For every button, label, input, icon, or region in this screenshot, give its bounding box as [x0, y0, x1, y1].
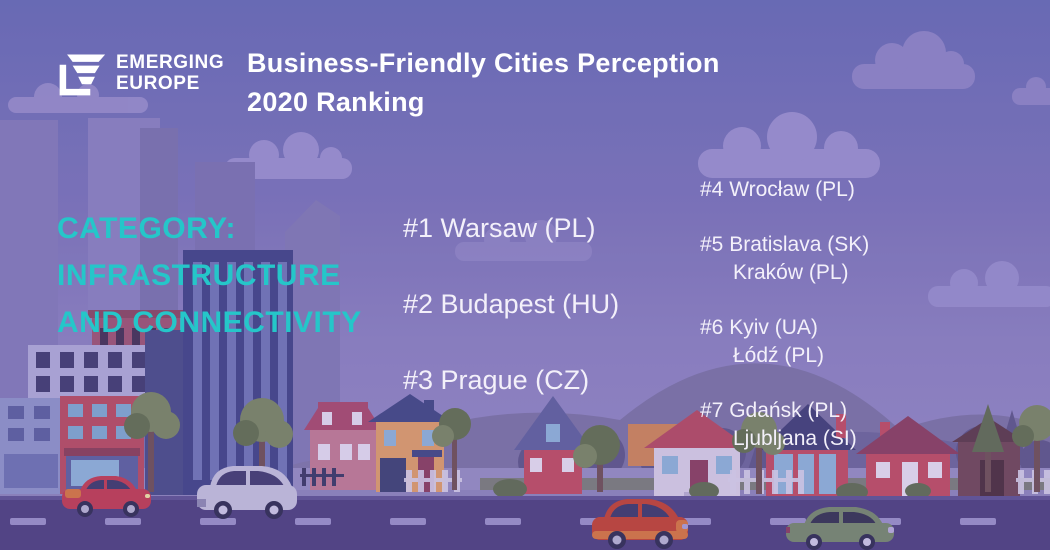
car-red-sedan	[62, 476, 151, 517]
rank-4-group: #4 Wrocław (PL)	[700, 176, 869, 204]
ranking-runners-up: #4 Wrocław (PL) #5 Bratislava (SK) Krakó…	[700, 176, 869, 480]
ranking-top-three: #1 Warsaw (PL) #2 Budapest (HU) #3 Pragu…	[403, 211, 619, 439]
trees	[124, 392, 1050, 501]
city-buildings	[0, 250, 293, 495]
category-label: CATEGORY: INFRASTRUCTURE AND CONNECTIVIT…	[57, 212, 362, 339]
iron-fence	[300, 468, 344, 486]
brand-name-line2: EUROPE	[116, 73, 200, 94]
rank-7: #7 Gdańsk (PL)	[700, 399, 848, 422]
rank-3: #3 Prague (CZ)	[403, 365, 590, 395]
rank-4: #4 Wrocław (PL)	[700, 178, 855, 201]
rank-5: #5 Bratislava (SK)	[700, 233, 870, 256]
rank-6: #6 Kyiv (UA)	[700, 316, 818, 339]
rank-5-tied: Kraków (PL)	[733, 261, 849, 284]
clouds	[8, 31, 1050, 307]
brand-logo: EMERGING EUROPE	[55, 50, 224, 98]
rank-7-group: #7 Gdańsk (PL) Ljubljana (SI)	[700, 397, 869, 453]
car-green-sedan	[786, 507, 894, 550]
car-orange-hatchback	[592, 499, 688, 549]
car-silver-minivan	[197, 466, 297, 519]
title-line2: 2020 Ranking	[247, 87, 425, 117]
page-title: Business-Friendly Cities Perception 2020…	[247, 44, 720, 122]
rank-1: #1 Warsaw (PL)	[403, 213, 596, 243]
brand-name-line1: EMERGING	[116, 52, 225, 73]
rank-6-tied: Łódź (PL)	[733, 344, 825, 367]
emerging-europe-logo-icon	[59, 54, 106, 96]
rank-2: #2 Budapest (HU)	[403, 289, 620, 319]
rank-6-group: #6 Kyiv (UA) Łódź (PL)	[700, 314, 869, 370]
rank-7-tied: Ljubljana (SI)	[733, 427, 857, 450]
title-line1: Business-Friendly Cities Perception	[247, 48, 720, 78]
rank-5-group: #5 Bratislava (SK) Kraków (PL)	[700, 231, 869, 287]
brand-name: EMERGING EUROPE	[116, 52, 224, 94]
